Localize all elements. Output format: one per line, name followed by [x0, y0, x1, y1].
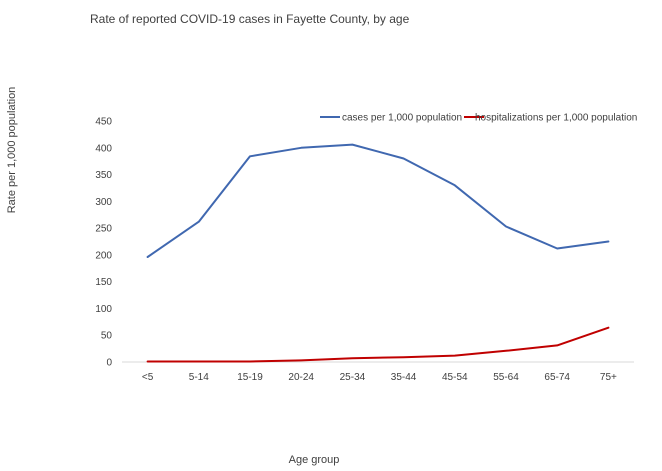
series-line-hospitalizations — [146, 326, 610, 363]
y-tick-label: 200 — [95, 250, 112, 261]
x-tick-label: 15-19 — [237, 372, 263, 383]
y-axis-ticks: 0 50 100 150 200 250 300 350 400 450 — [95, 117, 112, 369]
series-lines — [146, 143, 610, 363]
y-tick-label: 350 — [95, 170, 112, 181]
x-tick-label: 75+ — [600, 372, 617, 383]
x-tick-label: 25-34 — [340, 372, 366, 383]
x-tick-label: 35-44 — [391, 372, 417, 383]
y-tick-label: 250 — [95, 224, 112, 235]
y-tick-label: 50 — [101, 331, 113, 342]
y-tick-label: 400 — [95, 143, 112, 154]
legend-label: cases per 1,000 population — [342, 113, 462, 124]
legend: cases per 1,000 population hospitalizatio… — [320, 113, 637, 124]
x-tick-label: 20-24 — [288, 372, 314, 383]
y-tick-label: 150 — [95, 277, 112, 288]
y-tick-label: 300 — [95, 197, 112, 208]
x-tick-label: 55-64 — [493, 372, 519, 383]
y-axis-label: Rate per 1,000 population — [6, 87, 18, 214]
legend-label: hospitalizations per 1,000 population — [475, 113, 637, 124]
y-tick-label: 450 — [95, 117, 112, 128]
y-tick-label: 0 — [106, 358, 112, 369]
x-axis-ticks: <5 5-14 15-19 20-24 25-34 35-44 45-54 55-64 65-7… — [142, 372, 617, 383]
chart-title: Rate of reported COVID-19 cases in Fayet… — [90, 12, 410, 26]
x-tick-label: <5 — [142, 372, 154, 383]
y-tick-label: 100 — [95, 304, 112, 315]
x-tick-label: 65-74 — [544, 372, 570, 383]
x-axis-label: Age group — [289, 454, 340, 466]
series-line-cases — [146, 143, 610, 258]
x-tick-label: 5-14 — [189, 372, 209, 383]
x-tick-label: 45-54 — [442, 372, 468, 383]
